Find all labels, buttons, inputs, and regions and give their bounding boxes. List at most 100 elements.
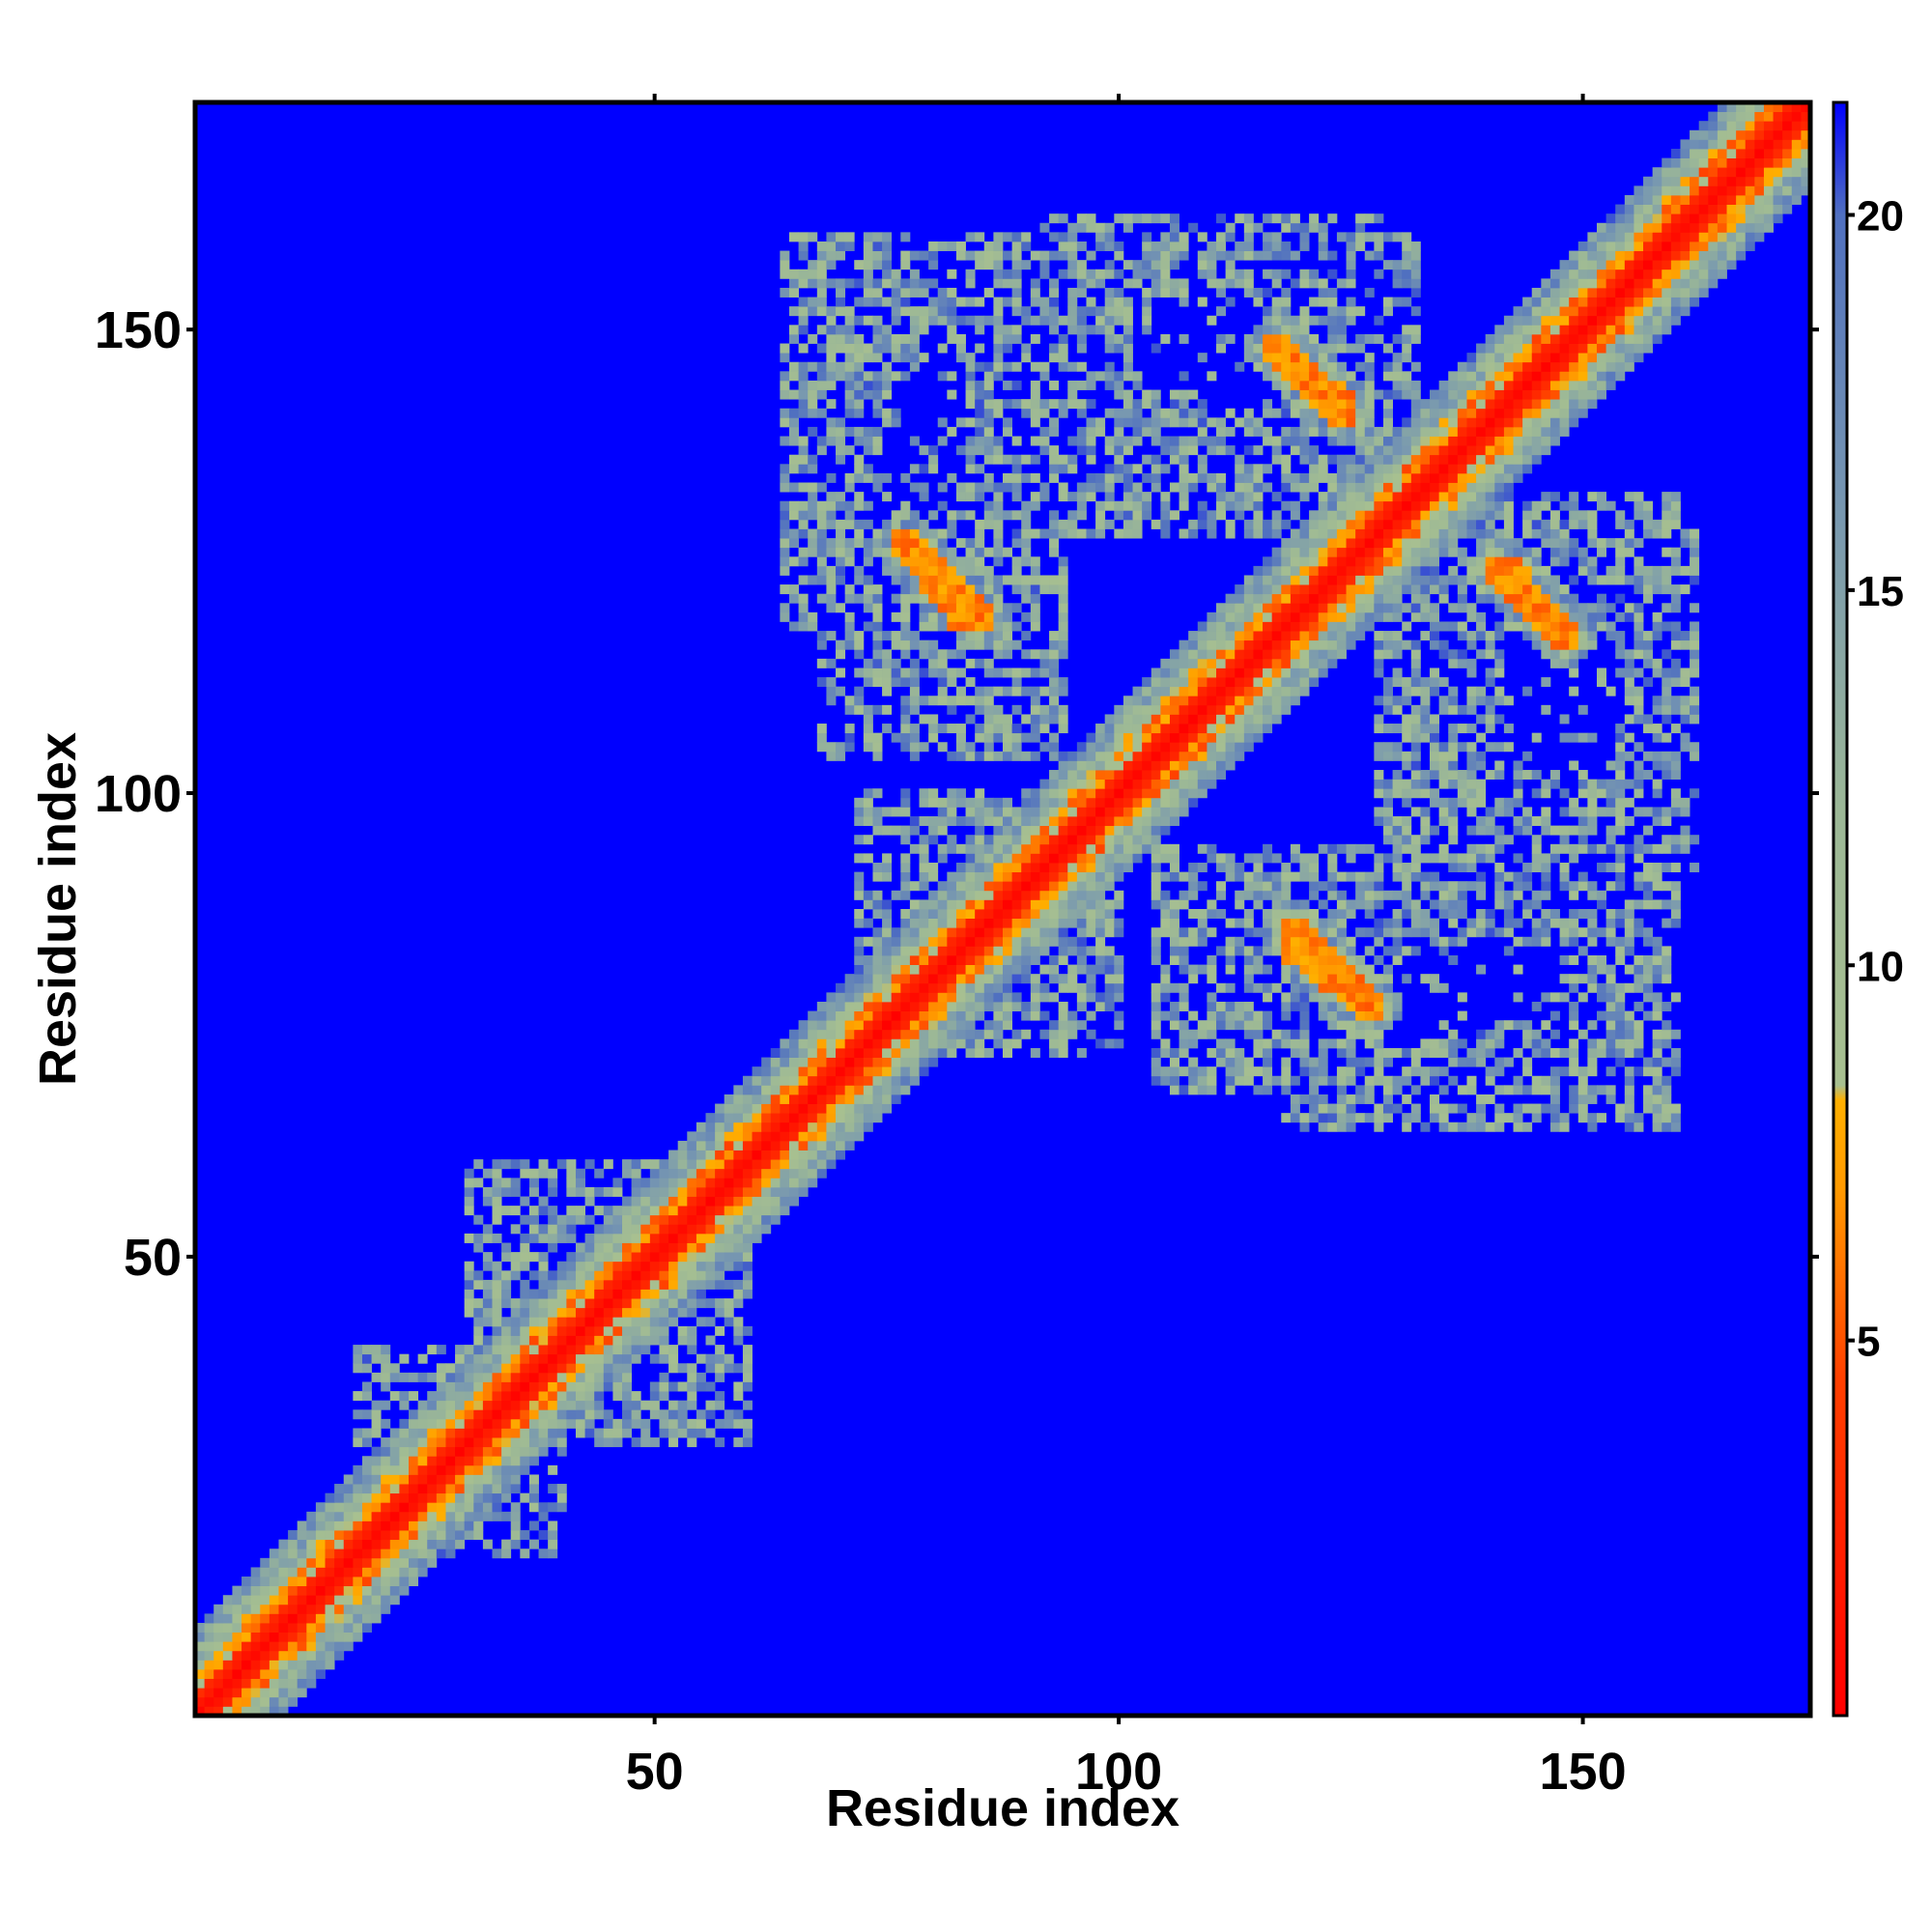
heatmap-cell <box>1522 770 1533 781</box>
heatmap-cell <box>1299 584 1310 595</box>
heatmap-cell <box>1680 742 1690 753</box>
heatmap-cell <box>361 1613 372 1624</box>
heatmap-cell <box>1271 575 1282 585</box>
heatmap-cell <box>1624 1085 1634 1095</box>
heatmap-cell <box>947 621 957 632</box>
heatmap-cell <box>1466 1122 1477 1132</box>
heatmap-cell <box>1003 992 1013 1003</box>
heatmap-cell <box>919 974 929 984</box>
heatmap-cell <box>1420 593 1431 604</box>
heatmap-cell <box>528 1409 539 1420</box>
heatmap-cell <box>1104 853 1115 864</box>
heatmap-cell <box>1522 1122 1533 1132</box>
heatmap-cell <box>826 1001 837 1011</box>
heatmap-cell <box>1402 881 1412 892</box>
heatmap-cell <box>1188 639 1199 650</box>
heatmap-cell <box>1503 565 1514 576</box>
heatmap-cell <box>1531 631 1542 641</box>
heatmap-cell <box>1522 863 1533 873</box>
heatmap-cell <box>983 603 994 613</box>
heatmap-cell <box>965 863 976 873</box>
heatmap-cell <box>1290 853 1300 864</box>
heatmap-cell <box>640 1261 651 1271</box>
heatmap-cell <box>1670 603 1681 613</box>
heatmap-cell <box>909 899 920 910</box>
heatmap-cell <box>1095 909 1106 919</box>
heatmap-cell <box>1541 1085 1551 1095</box>
heatmap-cell <box>520 1242 530 1253</box>
heatmap-cell <box>724 1353 734 1364</box>
heatmap-cell <box>1086 807 1096 817</box>
heatmap-cell <box>1652 631 1662 641</box>
heatmap-cell <box>1430 871 1440 882</box>
heatmap-cell <box>242 1696 252 1707</box>
heatmap-cell <box>1076 816 1087 827</box>
heatmap-cell <box>1318 1113 1328 1123</box>
heatmap-cell <box>687 1289 697 1299</box>
heatmap-cell <box>900 696 911 706</box>
heatmap-cell <box>510 1391 521 1402</box>
heatmap-cell <box>1281 649 1292 660</box>
heatmap-cell <box>1559 649 1570 660</box>
heatmap-cell <box>353 1502 363 1513</box>
heatmap-cell <box>715 1196 725 1207</box>
heatmap-cell <box>1235 1075 1245 1086</box>
heatmap-cell <box>983 621 994 632</box>
heatmap-cell <box>687 1140 697 1151</box>
heatmap-cell <box>1430 584 1440 595</box>
heatmap-cell <box>1160 918 1171 928</box>
heatmap-cell <box>1559 863 1570 873</box>
heatmap-cell <box>1503 797 1514 808</box>
heatmap-cell <box>399 1557 410 1568</box>
heatmap-cell <box>854 909 865 919</box>
heatmap-cell <box>677 1168 688 1179</box>
heatmap-cell <box>269 1696 279 1707</box>
heatmap-cell <box>1587 621 1598 632</box>
heatmap-cell <box>1485 668 1495 678</box>
heatmap-cell <box>1151 1001 1161 1011</box>
heatmap-cell <box>844 992 855 1003</box>
heatmap-cell <box>361 1437 372 1448</box>
heatmap-cell <box>724 1150 734 1160</box>
heatmap-cell <box>612 1261 623 1271</box>
heatmap-cell <box>1225 621 1236 632</box>
heatmap-cell <box>1235 704 1245 715</box>
heatmap-cell <box>1494 1103 1505 1114</box>
heatmap-cell <box>528 1317 539 1327</box>
heatmap-cell <box>1522 936 1533 947</box>
heatmap-cell <box>1271 1029 1282 1039</box>
heatmap-cell <box>1392 677 1403 688</box>
heatmap-cell <box>1448 863 1459 873</box>
heatmap-cell <box>983 797 994 808</box>
heatmap-cell <box>381 1464 391 1475</box>
heatmap-cell <box>816 1038 827 1049</box>
heatmap-cell <box>222 1604 233 1614</box>
heatmap-cell <box>1690 835 1700 845</box>
heatmap-cell <box>1318 918 1328 928</box>
heatmap-cell <box>696 1150 706 1160</box>
heatmap-cell <box>1448 1075 1459 1086</box>
heatmap-cell <box>1095 760 1106 771</box>
heatmap-cell <box>937 936 948 947</box>
heatmap-cell <box>566 1168 577 1179</box>
heatmap-cell <box>975 946 985 956</box>
heatmap-cell <box>1549 611 1560 622</box>
heatmap-cell <box>492 1492 502 1503</box>
heatmap-cell <box>1290 899 1300 910</box>
heatmap-cell <box>1410 807 1421 817</box>
heatmap-cell <box>1430 565 1440 576</box>
heatmap-cell <box>909 677 920 688</box>
heatmap-cell <box>482 1298 493 1309</box>
heatmap-cell <box>780 1057 790 1067</box>
heatmap-cell <box>538 1233 549 1243</box>
heatmap-cell <box>1420 770 1431 781</box>
heatmap-cell <box>1309 575 1320 585</box>
heatmap-cell <box>278 1706 289 1717</box>
heatmap-cell <box>909 881 920 892</box>
heatmap-cell <box>955 742 966 753</box>
heatmap-cell <box>1392 779 1403 789</box>
heatmap-cell <box>1448 1029 1459 1039</box>
heatmap-cell <box>955 751 966 761</box>
heatmap-cell <box>1243 1001 1254 1011</box>
heatmap-cell <box>334 1641 345 1652</box>
